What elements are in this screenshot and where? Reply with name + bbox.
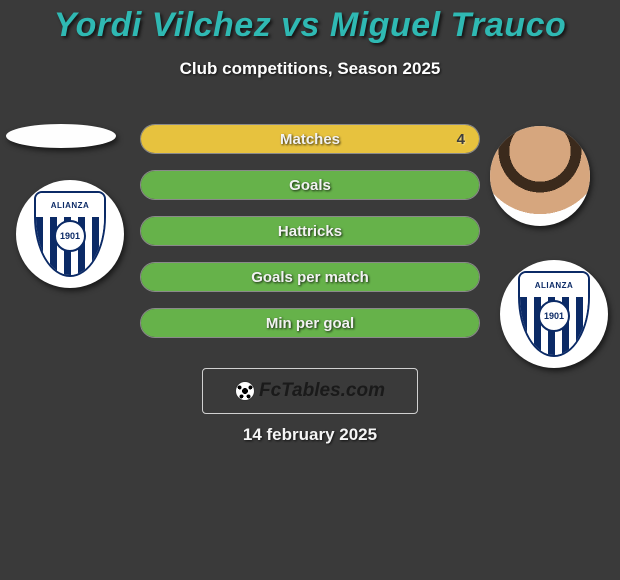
stat-label: Matches <box>280 131 340 148</box>
stat-label: Hattricks <box>278 223 342 240</box>
player-right-avatar <box>490 126 590 226</box>
player-left-avatar <box>6 124 116 148</box>
stat-row: Goals per match <box>140 262 480 292</box>
soccer-ball-icon <box>235 381 255 401</box>
shield-icon: ALIANZA 1901 <box>518 271 590 357</box>
infographic-date: 14 february 2025 <box>0 425 620 445</box>
avatar-face-icon <box>490 126 590 226</box>
stat-label: Goals per match <box>251 269 369 286</box>
stat-row: Matches 4 <box>140 124 480 154</box>
stats-list: Matches 4 Goals Hattricks Goals per match Min… <box>140 124 480 354</box>
watermark-text: FcTables.com <box>259 380 385 402</box>
club-badge-right: ALIANZA 1901 <box>500 260 608 368</box>
comparison-infographic: Yordi Vilchez vs Miguel Trauco Club comp… <box>0 0 620 580</box>
shield-icon: ALIANZA 1901 <box>34 191 106 277</box>
fctables-watermark: FcTables.com <box>202 368 418 414</box>
stat-label: Goals <box>289 177 331 194</box>
stat-label: Min per goal <box>266 315 354 332</box>
stat-row: Min per goal <box>140 308 480 338</box>
page-subtitle: Club competitions, Season 2025 <box>0 59 620 79</box>
club-badge-left: ALIANZA 1901 <box>16 180 124 288</box>
stat-value-right: 4 <box>457 131 465 148</box>
stat-row: Hattricks <box>140 216 480 246</box>
page-title: Yordi Vilchez vs Miguel Trauco <box>0 0 620 45</box>
stat-row: Goals <box>140 170 480 200</box>
